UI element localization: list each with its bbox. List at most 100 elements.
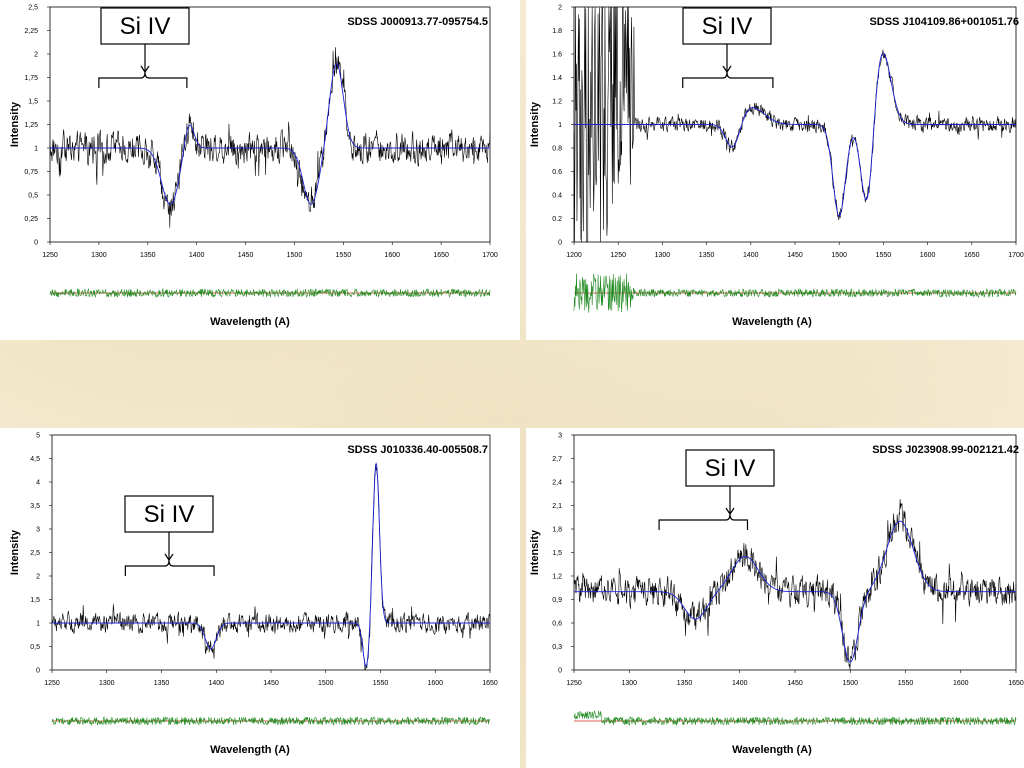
y-tick-label: 0 (558, 240, 562, 247)
spectrum-panel-top-right: 0 0.2 0.4 0.6 0.8 1 1.2 1.4 1.6 1.8 2 1200 1250 1300 1… (526, 0, 1024, 340)
x-tick-label: 1700 (482, 252, 498, 259)
callout-bracket (658, 513, 749, 530)
y-tick-label: 0,6 (552, 621, 562, 628)
x-tick-label: 1250 (44, 680, 60, 687)
spectrum-chart: 0 0.2 0.4 0.6 0.8 1 1.2 1.4 1.6 1.8 2 1200 1250 1300 1… (529, 5, 1024, 329)
x-tick-label: 1250 (42, 252, 58, 259)
x-axis-label: Wavelength (A) (210, 744, 290, 756)
x-tick-label: 1600 (920, 252, 936, 259)
x-tick-label: 1450 (787, 252, 803, 259)
spectrum-line (49, 47, 491, 228)
callout-bracket (98, 71, 188, 88)
y-axis-label: Intensity (529, 529, 541, 575)
y-tick-label: 2,5 (28, 5, 38, 12)
callout-box (100, 7, 190, 45)
x-tick-label: 1350 (699, 252, 715, 259)
fit-line (574, 520, 1016, 663)
fit-line (52, 462, 490, 667)
x-tick-label: 1300 (91, 252, 107, 259)
object-name: SDSS J010336.40-005508.7 (347, 444, 488, 456)
y-tick-label: 2,5 (30, 550, 40, 557)
y-tick-label: 1,8 (552, 527, 562, 534)
y-tick-label: 1.2 (552, 99, 562, 106)
y-tick-label: 4,5 (30, 456, 40, 463)
y-tick-label: 5 (36, 433, 40, 440)
y-tick-label: 0 (558, 668, 562, 675)
y-tick-label: 0,75 (24, 169, 38, 176)
y-tick-label: 1,2 (552, 574, 562, 581)
x-tick-label: 1650 (964, 252, 980, 259)
x-tick-label: 1400 (743, 252, 759, 259)
spectrum-panel-bottom-left: 0 0,5 1 1,5 2 2,5 3 3,5 4 4,5 5 1250 1300 1350 1400 145… (0, 428, 520, 768)
x-tick-label: 1550 (373, 680, 389, 687)
y-tick-label: 0,5 (30, 644, 40, 651)
object-name: SDSS J000913.77-095754.5 (347, 16, 488, 28)
x-tick-label: 1300 (655, 252, 671, 259)
y-axis-label: Intensity (9, 101, 21, 147)
y-tick-label: 1 (36, 621, 40, 628)
y-tick-label: 1,75 (24, 75, 38, 82)
spectrum-line (51, 464, 491, 671)
residual-line (573, 709, 1017, 726)
x-tick-label: 1650 (433, 252, 449, 259)
residual-line (51, 716, 491, 726)
x-tick-label: 1500 (318, 680, 334, 687)
x-tick-label: 1450 (238, 252, 254, 259)
y-tick-label: 1.6 (552, 52, 562, 59)
fit-line (50, 63, 490, 205)
x-tick-label: 1350 (677, 680, 693, 687)
spectrum-chart: 0 0,3 0,6 0,9 1,2 1,5 1,8 2,1 2,4 2,7 3 1250 1300 135… (529, 433, 1024, 757)
y-tick-label: 1.4 (552, 75, 562, 82)
x-tick-label: 1400 (732, 680, 748, 687)
x-tick-label: 1250 (610, 252, 626, 259)
x-tick-label: 1600 (384, 252, 400, 259)
x-tick-label: 1650 (482, 680, 498, 687)
x-tick-label: 1450 (787, 680, 803, 687)
y-tick-label: 2 (34, 52, 38, 59)
y-tick-label: 1 (558, 122, 562, 129)
plot-frame (51, 434, 491, 671)
x-tick-label: 1250 (566, 680, 582, 687)
y-tick-label: 0,3 (552, 644, 562, 651)
y-tick-label: 3 (36, 527, 40, 534)
y-tick-label: 0.6 (552, 169, 562, 176)
y-tick-label: 0,9 (552, 597, 562, 604)
callout-label: Si IV (705, 455, 756, 482)
y-tick-label: 2,1 (552, 503, 562, 510)
x-axis-label: Wavelength (A) (732, 316, 812, 328)
x-tick-label: 1700 (1008, 252, 1024, 259)
spectrum-panel-top-left: 0 0,25 0,5 0,75 1 1,25 1,5 1,75 2 2,25 2,5 1250 1300… (0, 0, 520, 340)
plot-frame (573, 434, 1017, 671)
y-axis-label: Intensity (529, 101, 541, 147)
x-tick-label: 1600 (953, 680, 969, 687)
object-name: SDSS J104109.86+001051.76 (869, 16, 1019, 28)
spectrum-panel-bottom-right: 0 0,3 0,6 0,9 1,2 1,5 1,8 2,1 2,4 2,7 3 1250 1300 135… (526, 428, 1024, 768)
x-tick-label: 1650 (1008, 680, 1024, 687)
x-tick-label: 1300 (99, 680, 115, 687)
x-tick-label: 1400 (189, 252, 205, 259)
y-tick-label: 0 (34, 240, 38, 247)
y-axis-label: Intensity (9, 529, 21, 575)
spectrum-line (573, 499, 1017, 670)
callout-box (685, 449, 775, 487)
y-tick-label: 1,25 (24, 122, 38, 129)
x-tick-label: 1550 (336, 252, 352, 259)
callout-label: Si IV (144, 501, 195, 528)
y-tick-label: 2,4 (552, 480, 562, 487)
x-axis-label: Wavelength (A) (732, 744, 812, 756)
x-axis-label: Wavelength (A) (210, 316, 290, 328)
y-tick-label: 0.8 (552, 146, 562, 153)
x-tick-label: 1300 (621, 680, 637, 687)
x-tick-label: 1350 (154, 680, 170, 687)
x-tick-label: 1500 (842, 680, 858, 687)
y-tick-label: 3,5 (30, 503, 40, 510)
y-tick-label: 2 (36, 574, 40, 581)
x-tick-label: 1500 (287, 252, 303, 259)
spectrum-line (573, 6, 1017, 243)
y-tick-label: 4 (36, 480, 40, 487)
y-tick-label: 1,5 (28, 99, 38, 106)
spectrum-chart: 0 0,5 1 1,5 2 2,5 3 3,5 4 4,5 5 1250 1300 1350 1400 145… (9, 433, 498, 757)
y-tick-label: 1 (34, 146, 38, 153)
x-tick-label: 1450 (263, 680, 279, 687)
y-tick-label: 1,5 (552, 550, 562, 557)
